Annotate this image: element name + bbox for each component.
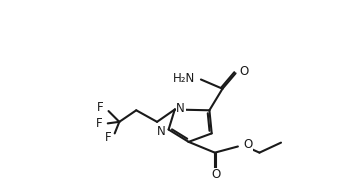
Text: F: F (96, 117, 103, 130)
Text: N: N (176, 102, 185, 115)
Text: O: O (211, 168, 220, 181)
Text: H₂N: H₂N (173, 72, 195, 85)
Text: N: N (157, 125, 166, 138)
Text: O: O (240, 65, 249, 78)
Text: F: F (97, 101, 104, 114)
Text: O: O (243, 139, 252, 152)
Text: F: F (105, 131, 112, 144)
